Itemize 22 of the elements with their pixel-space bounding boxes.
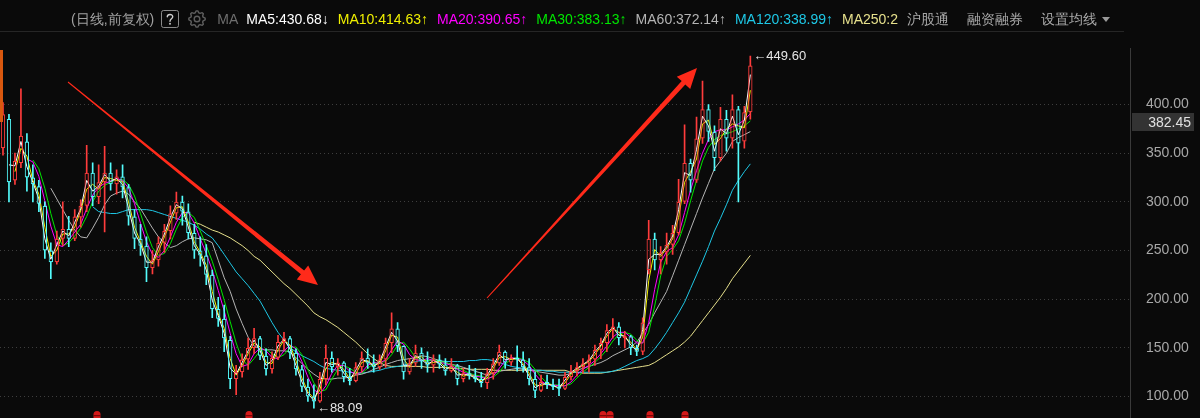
- y-tick-label: 300.00: [1146, 192, 1190, 209]
- y-tick-label: 150.00: [1146, 338, 1190, 355]
- text: 设置均线: [1041, 10, 1098, 29]
- y-tick-label: 350.00: [1146, 144, 1190, 161]
- text: 沪股通: [907, 10, 950, 29]
- text: MA5:430.68↓: [246, 10, 329, 29]
- text: MA10:414.63↑: [337, 10, 429, 29]
- y-tick-label: 400.00: [1146, 95, 1190, 112]
- annotation: ←88.09: [316, 399, 363, 415]
- y-tick-label: 250.00: [1146, 241, 1190, 258]
- text: MA250:2: [841, 10, 899, 29]
- text: 融资融券: [967, 10, 1024, 29]
- text: MA30:383.13↑: [536, 10, 627, 29]
- y-tick-label: 200.00: [1146, 290, 1190, 307]
- text: ←449.60: [753, 47, 807, 63]
- text: MA120:338.99↑: [734, 10, 833, 29]
- text: MA20:390.65↑: [437, 10, 528, 29]
- y-tick-label: 100.00: [1146, 387, 1190, 404]
- text: MA60:372.14↑: [635, 10, 726, 29]
- chart-subtitle: (日线,前复权): [71, 10, 155, 29]
- text: 382.45: [1148, 113, 1192, 130]
- legend-title: MA: [217, 10, 239, 29]
